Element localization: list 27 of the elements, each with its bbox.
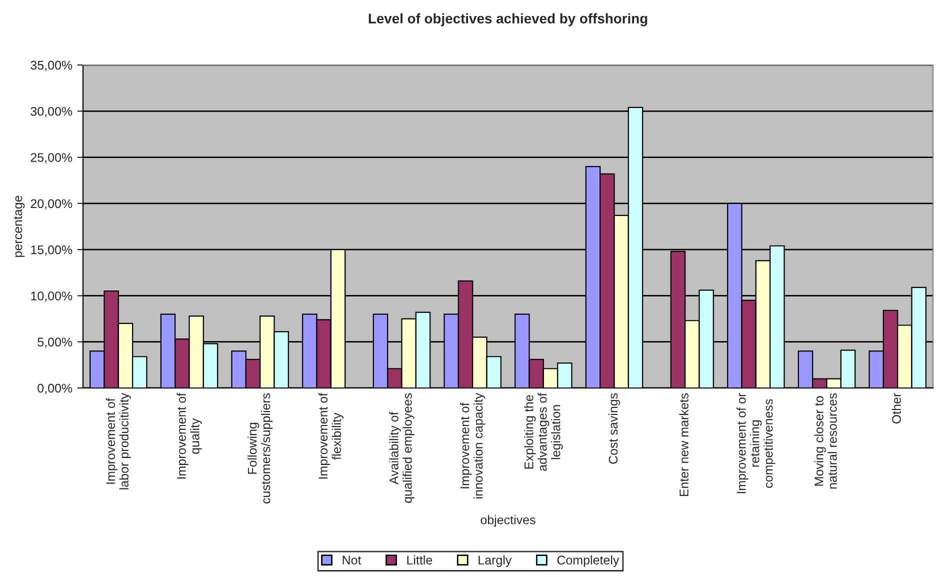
legend-label: Not [342, 556, 362, 565]
x-tick-label: Availability of qualified employees [389, 393, 414, 503]
y-tick-label: 15,00% [31, 245, 72, 256]
y-axis-title: percentage [14, 196, 25, 257]
legend-label: Largly [478, 555, 512, 567]
x-tick-label: Exploiting the advantages of legislation [524, 392, 563, 471]
x-tick-label: Enter new markets [679, 393, 688, 496]
x-tick-label: Improvement of quality [176, 392, 202, 479]
x-tick-label: Moving closer to natural resources [814, 393, 837, 489]
y-tick-label: 10,00% [31, 292, 72, 302]
x-tick-label: Improvement of or retaining competitiveness [736, 393, 776, 494]
y-tick-label: 0,00% [38, 384, 72, 394]
y-tick-label: 5,00% [38, 338, 72, 348]
y-tick-label: 30,00% [30, 106, 72, 118]
legend-label: Little [407, 555, 432, 565]
chart-title: Level of objectives achieved by offshoring [368, 13, 648, 26]
x-axis-title: objectives [480, 515, 536, 527]
y-tick-label: 35,00% [30, 60, 72, 72]
x-tick-label: Improvement of innovation capacity [460, 392, 486, 498]
legend-label: Completely [557, 555, 620, 567]
x-tick-label: Improvement of labor producitivity [106, 392, 131, 490]
y-tick-label: 20,00% [30, 199, 72, 210]
x-tick-label: Following customers/suppliers [248, 393, 273, 504]
x-tick-label: Cost savings [608, 393, 620, 464]
x-tick-label: Improvement of flexibility [318, 392, 344, 479]
x-tick-label: Other [892, 393, 901, 424]
y-tick-label: 25,00% [30, 153, 72, 164]
